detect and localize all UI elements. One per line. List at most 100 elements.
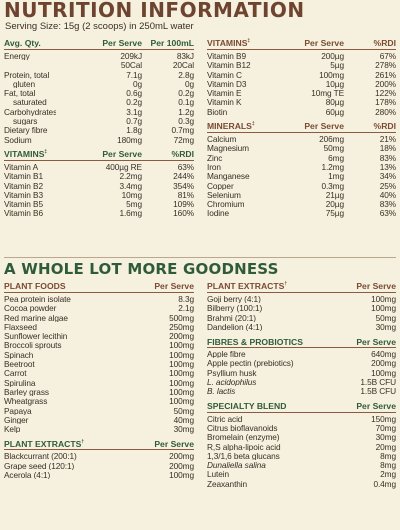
table-row: 1,3/1,6 beta glucans 8mg [207, 451, 396, 461]
header-label-text: Avg. Qty. [4, 38, 41, 49]
row-name: Vitamin C [207, 70, 242, 79]
left-lower-column: PLANT FOODS Per Serve Pea protein isolate 8… [4, 281, 194, 479]
table-header: PLANT FOODS Per Serve [4, 281, 194, 293]
row-second-value: 67% [379, 51, 396, 61]
row-name: Barley grass [4, 387, 49, 397]
header-second-column: %RDI [373, 38, 396, 49]
row-per-serve: 21µg [325, 189, 344, 200]
row-per-serve: 8.3g [178, 294, 194, 304]
goodness-title: A WHOLE LOT MORE GOODNESS [4, 260, 279, 278]
table-row: Vitamin B1 2.2mg 244% [4, 171, 194, 182]
header-footnote-mark: ‡ [251, 121, 255, 128]
row-per-serve: 1.6mg [119, 208, 142, 219]
row-per-serve: 200mg [169, 460, 194, 471]
header-label: PLANT EXTRACTS† [4, 440, 124, 449]
page-title: NUTRITION INFORMATION [4, 0, 305, 22]
row-name: R,S alpha-lipoic acid [207, 442, 281, 451]
header-label: VITAMINS‡ [4, 150, 56, 159]
row-second-value: 200% [375, 78, 396, 89]
table-row: Dandelion (4:1) 30mg [207, 321, 396, 332]
row-second-value: 63% [177, 161, 194, 172]
row-name: Citrus bioflavanoids [207, 423, 278, 433]
row-name: Ginger [4, 415, 29, 425]
header-label-text: PLANT FOODS [4, 281, 66, 292]
row-name: Pea protein isolate [4, 295, 71, 304]
row-name: Apple pectin (prebiotics) [207, 359, 294, 368]
header-label-text: MINERALS [207, 121, 252, 132]
row-per-serve: 250mg [169, 321, 194, 332]
row-name: Dietary fibre [4, 126, 48, 135]
table-row: Calcium 206mg 21% [207, 134, 396, 144]
row-per-serve: 5mg [126, 199, 142, 210]
row-name: Wheatgrass [4, 397, 48, 406]
row-per-serve: 209kJ [120, 51, 142, 61]
table-row: Spinach 100mg [4, 350, 194, 359]
row-second-value: 178% [375, 97, 396, 108]
header-footnote-mark: ‡ [247, 38, 251, 45]
row-name: Cocoa powder [4, 304, 57, 313]
vitamins-table-right: VITAMINS‡ Per Serve %RDI Vitamin B9 200µg 67%… [207, 38, 396, 116]
row-second-value: 72mg [173, 134, 194, 145]
table-row: Spirulina 100mg [4, 378, 194, 387]
table-row: Goji berry (4:1) 100mg [207, 294, 396, 304]
row-per-serve: 100mg [169, 359, 194, 370]
table-header: VITAMINS‡ Per Serve %RDI [4, 149, 194, 161]
table-row: Iron 1.2mg 13% [207, 162, 396, 172]
right-upper-column: VITAMINS‡ Per Serve %RDI Vitamin B9 200µg 67%… [207, 38, 396, 218]
table-row: sugars 0.7g 0.3g [4, 116, 194, 126]
row-per-serve: 30mg [375, 432, 396, 443]
row-name: Dandelion (4:1) [207, 322, 263, 332]
table-row: Sodium 180mg 72mg [4, 135, 194, 144]
header-label-text: PLANT EXTRACTS [207, 281, 285, 292]
serving-size: Serving Size: 15g (2 scoops) in 250mL wa… [5, 21, 194, 32]
table-row: Psyllium husk 100mg [207, 368, 396, 377]
row-per-serve: 500mg [169, 312, 194, 323]
row-name: Vitamin B6 [4, 209, 43, 218]
row-per-serve: 0g [132, 78, 142, 89]
row-per-serve: 200µg [321, 51, 344, 61]
table-row: Papaya 50mg [4, 406, 194, 415]
header-label: Avg. Qty. [4, 39, 56, 48]
row-per-serve: 80µg [325, 97, 344, 108]
table-row: Iodine 75µg 63% [207, 208, 396, 218]
header-label-text: VITAMINS [207, 38, 248, 49]
table-row: Beetroot 100mg [4, 359, 194, 370]
table-row: Vitamin C 100mg 261% [207, 70, 396, 79]
table-row: Apple fibre 640mg [207, 349, 396, 359]
table-row: saturated 0.2g 0.1g [4, 97, 194, 107]
table-row: Vitamin K 80µg 178% [207, 97, 396, 108]
table-header: VITAMINS‡ Per Serve %RDI [207, 38, 396, 50]
row-second-value: 261% [375, 69, 396, 80]
header-label: VITAMINS‡ [207, 39, 258, 48]
row-name: Carbohydrates [4, 107, 56, 117]
row-per-serve: 2.2mg [119, 171, 142, 182]
row-name: Spirulina [4, 378, 36, 387]
row-name: Red marine algae [4, 313, 68, 322]
row-second-value: 83kJ [176, 51, 194, 61]
table-row: Dietary fibre 1.8g 0.7mg [4, 125, 194, 136]
header-label-text: SPECIALTY BLEND [207, 401, 287, 412]
table-row: R,S alpha-lipoic acid 20mg [207, 442, 396, 451]
table-row: Broccoli sprouts 100mg [4, 340, 194, 350]
table-header: PLANT EXTRACTS† Per Serve [207, 281, 396, 293]
row-name: Calcium [207, 135, 237, 144]
table-row: Energy 209kJ 83kJ [4, 51, 194, 61]
table-row: Citric acid 150mg [207, 414, 396, 423]
row-per-serve: 30mg [375, 321, 396, 332]
table-row: Flaxseed 250mg [4, 321, 194, 332]
table-row: Manganese 1mg 34% [207, 171, 396, 181]
row-per-serve: 400µg RE [105, 161, 142, 172]
table-row: Acerola (4:1) 100mg [4, 470, 194, 480]
row-per-serve: 100mg [169, 396, 194, 407]
row-name: Vitamin B2 [4, 181, 43, 190]
table-row: Pea protein isolate 8.3g [4, 294, 194, 304]
header-per-serve: Per Serve [102, 149, 142, 160]
table-row: Fat, total 0.6g 0.2g [4, 88, 194, 98]
row-name: Iodine [207, 209, 230, 218]
row-name: Broccoli sprouts [4, 341, 62, 350]
row-per-serve: 2mg [380, 469, 396, 480]
row-name: Magnesium [207, 144, 249, 153]
row-name: Manganese [207, 172, 250, 181]
row-second-value: 0.7mg [171, 125, 194, 136]
table-row: Vitamin A 400µg RE 63% [4, 161, 194, 172]
